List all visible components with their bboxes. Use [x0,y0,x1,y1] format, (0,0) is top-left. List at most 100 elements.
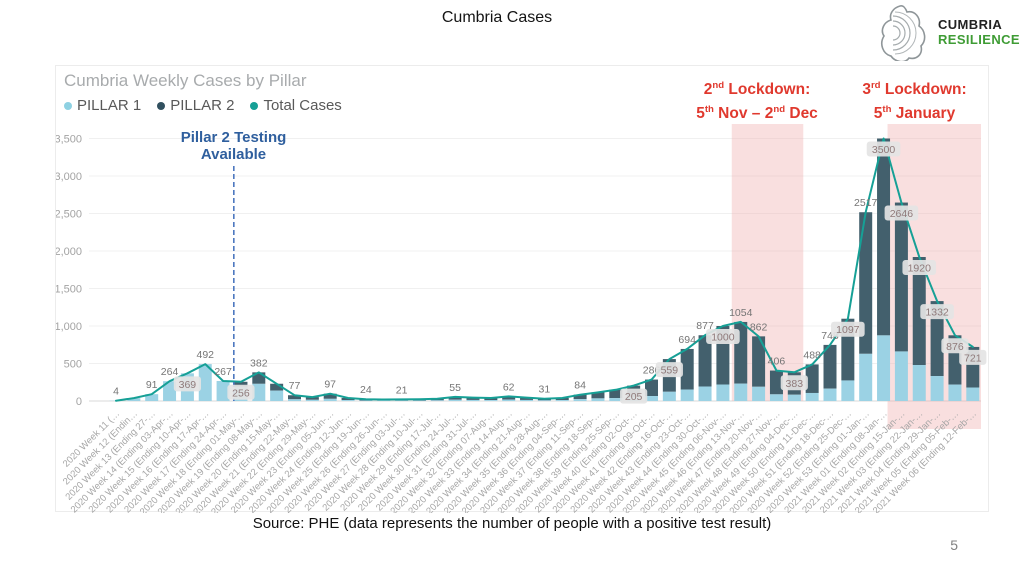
legend-label: Total Cases [263,97,342,114]
data-label: 383 [786,378,804,390]
pillar1-bar[interactable] [841,380,855,401]
total-cases-legend-dot-icon [250,101,259,110]
pillar1-bar[interactable] [305,399,319,401]
pillar1-bar[interactable] [359,400,373,401]
pillar1-bar[interactable] [966,387,980,402]
data-label: 1920 [908,263,932,275]
pillar1-bar[interactable] [288,399,301,401]
pillar1-bar[interactable] [805,392,819,401]
pillar1-bar[interactable] [270,390,284,401]
pillar1-bar[interactable] [502,399,516,401]
data-label: 1097 [836,324,860,336]
data-label-box [866,141,901,157]
pillar1-bar[interactable] [127,398,141,401]
pillar2-bar[interactable] [823,344,837,389]
pillar2-bar[interactable] [912,257,926,365]
pillar2-bar[interactable] [894,202,908,352]
data-label-box [920,304,954,320]
logo-line-cumbria: CUMBRIA [937,17,1003,32]
pillar2-bar[interactable] [466,397,480,400]
pillar2-bar[interactable] [341,398,355,401]
pillar1-bar[interactable] [769,394,783,401]
pillar2-bar[interactable] [270,383,284,391]
pillar1-bar[interactable] [645,396,658,401]
pillar2-bar[interactable] [859,212,873,354]
pillar2-bar[interactable] [288,395,301,400]
data-label: 3500 [872,144,896,156]
pillar1-bar[interactable] [573,399,587,401]
pillar2-bar[interactable] [555,398,569,401]
pillar2-bar[interactable] [645,379,658,397]
pillar2-bar[interactable] [448,396,462,400]
pillar1-bar[interactable] [216,380,230,401]
pillar1-bar[interactable] [948,384,962,401]
data-label-box [902,260,937,275]
pillar1-bar[interactable] [680,389,694,401]
pillar2-bar[interactable] [752,336,766,387]
data-label-box [706,329,740,344]
pillar2-bar[interactable] [234,381,248,387]
pillar2-bar[interactable] [591,392,605,399]
pillar2-bar[interactable] [573,394,587,400]
pillar2-bar[interactable] [769,370,783,395]
pillar1-bar[interactable] [609,398,623,401]
chart-legend: PILLAR 1 PILLAR 2 Total Cases [64,97,342,114]
pillar1-bar[interactable] [591,398,605,401]
legend-item-pillar2[interactable]: PILLAR 2 [157,97,234,114]
data-label-box [831,321,865,337]
pillar1-bar[interactable] [341,400,355,401]
pillar1-bar[interactable] [894,351,908,401]
pillar1-bar[interactable] [859,353,873,401]
legend-item-total-cases[interactable]: Total Cases [250,97,342,114]
pillar2-bar[interactable] [252,372,266,384]
pillar1-bar[interactable] [734,383,748,401]
pillar2-bar[interactable] [323,393,337,399]
data-label-box [620,388,648,404]
pillar1-bar[interactable] [520,399,534,401]
legend-item-pillar1[interactable]: PILLAR 1 [64,97,141,114]
pillar1-bar[interactable] [252,383,266,401]
y-axis-tick-label: 0 [76,396,82,408]
pillar1-bar[interactable] [912,365,926,401]
pillar2-bar[interactable] [305,397,319,400]
pillar1-bar[interactable] [930,376,944,401]
pillar2-bar[interactable] [877,138,891,336]
pillar1-bar[interactable] [484,400,498,401]
pillar2-bar[interactable] [520,397,534,400]
pillar1-bar[interactable] [198,364,212,401]
pillar2-bar[interactable] [502,396,516,400]
total-cases-line[interactable] [115,137,974,402]
data-label: 382 [250,357,268,369]
pillar1-bar[interactable] [537,400,551,401]
lockdown2-title: 2nd Lockdown: [703,80,811,99]
data-label: 488 [803,349,821,361]
data-label: 1000 [711,332,735,344]
pillar1-bar[interactable] [823,388,837,401]
pillar2-bar[interactable] [680,348,694,390]
pillar1-bar[interactable] [787,394,801,401]
page-title: Cumbria Cases [441,9,553,26]
pillar1-bar[interactable] [412,400,426,401]
pillar2-bar[interactable] [930,301,944,377]
pillar2-bar[interactable] [805,364,819,393]
pillar1-bar[interactable] [448,399,462,401]
data-label: 62 [503,381,515,393]
data-label: 264 [161,366,179,378]
pillar2-bar[interactable] [609,389,623,399]
pillar2-bar[interactable] [484,398,498,401]
pillar1-bar[interactable] [466,399,480,401]
pillar1-bar[interactable] [163,381,177,401]
pillar1-bar[interactable] [430,400,444,401]
lockdown3-title: 3rd Lockdown: [862,80,967,99]
legend-label: PILLAR 1 [77,97,142,114]
pillar1-bar[interactable] [555,400,569,401]
pillar1-bar[interactable] [662,391,676,401]
pillar1-bar[interactable] [877,335,891,401]
pillar1-bar[interactable] [323,398,337,401]
pillar1-bar[interactable] [145,394,159,401]
pillar1-bar[interactable] [698,386,712,401]
pillar1-bar[interactable] [716,384,730,402]
pillar2-bar[interactable] [698,335,712,387]
pillar1-bar[interactable] [752,386,766,401]
data-label: 559 [661,365,679,377]
